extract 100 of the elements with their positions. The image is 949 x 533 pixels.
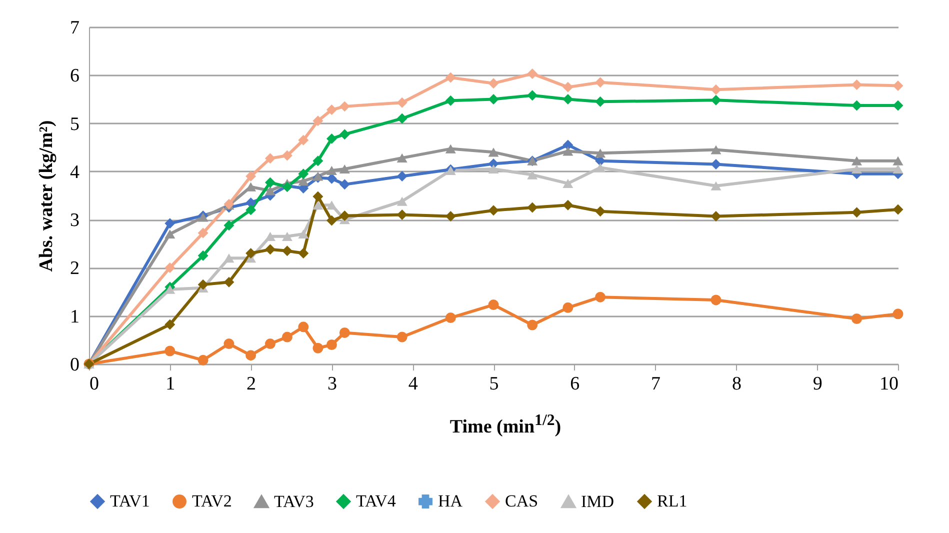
- point: [710, 94, 722, 106]
- point: [246, 171, 256, 182]
- x-tick-label: 8: [732, 374, 742, 394]
- point: [312, 191, 324, 202]
- point: [282, 150, 292, 161]
- legend-label: CAS: [505, 492, 538, 511]
- x-tick-label: 10: [880, 374, 898, 394]
- point: [488, 94, 499, 104]
- point: [595, 292, 606, 302]
- point: [445, 144, 456, 154]
- point: [527, 68, 538, 79]
- point: [851, 164, 862, 174]
- x-tick-label: 9: [812, 374, 822, 394]
- y-tick-label: 3: [70, 210, 80, 232]
- x-tick-label: 6: [570, 374, 580, 394]
- point: [326, 215, 337, 226]
- point: [198, 354, 208, 366]
- point: [527, 320, 538, 330]
- point: [562, 94, 574, 104]
- point: [527, 170, 538, 180]
- point: [298, 134, 309, 146]
- y-tick-label: 4: [70, 162, 80, 183]
- point: [396, 196, 408, 206]
- point: [339, 101, 350, 112]
- point: [246, 248, 256, 259]
- point: [298, 322, 309, 332]
- point: [298, 168, 309, 180]
- point: [264, 232, 276, 241]
- point: [198, 279, 208, 290]
- point: [710, 145, 722, 154]
- point: [488, 148, 499, 157]
- point: [445, 72, 456, 83]
- point: [595, 148, 606, 158]
- point: [264, 186, 276, 196]
- point: [312, 200, 324, 210]
- point: [562, 82, 574, 92]
- x-axis-title: Time (min$^{1/2}$): [448, 412, 562, 438]
- point: [264, 177, 276, 188]
- point: [326, 200, 337, 210]
- point: [527, 90, 538, 101]
- point: [224, 338, 234, 350]
- x-tick-label: 5: [489, 374, 499, 394]
- point: [396, 332, 408, 342]
- point: [224, 276, 234, 288]
- point: [892, 100, 904, 111]
- point: [164, 262, 176, 273]
- point: [595, 163, 606, 172]
- point: [198, 250, 208, 261]
- point: [312, 156, 324, 166]
- legend-label: TAV1: [110, 492, 150, 511]
- legend-label: TAV2: [192, 492, 232, 511]
- point: [892, 308, 904, 320]
- point: [246, 350, 256, 361]
- point: [562, 146, 574, 156]
- point: [562, 178, 574, 188]
- point: [527, 202, 538, 213]
- legend-label: IMD: [581, 492, 614, 511]
- legend-label: HA: [438, 492, 464, 511]
- point: [445, 95, 456, 106]
- point: [298, 229, 309, 239]
- y-tick-label: 0: [70, 354, 80, 376]
- point: [851, 314, 862, 324]
- point: [595, 96, 606, 107]
- point: [198, 228, 208, 238]
- point: [488, 78, 499, 89]
- point: [396, 171, 408, 182]
- point: [851, 100, 862, 111]
- x-tick-label: 4: [408, 374, 418, 394]
- x-tick-label: 3: [327, 374, 337, 394]
- y-axis-title: Abs. water (kg/m²): [36, 120, 57, 272]
- point: [326, 166, 337, 176]
- point: [198, 212, 208, 222]
- x-tick-label: 0: [90, 374, 99, 394]
- point: [488, 205, 499, 216]
- point: [164, 346, 176, 356]
- point: [892, 156, 904, 166]
- x-tick-label: 1: [166, 374, 176, 394]
- point: [892, 80, 904, 91]
- y-tick-label: 7: [70, 18, 80, 38]
- point: [445, 312, 456, 324]
- point: [562, 302, 574, 313]
- y-tick-label: 5: [70, 114, 80, 135]
- point: [488, 300, 499, 310]
- point: [312, 116, 324, 126]
- point: [164, 284, 176, 294]
- point: [264, 153, 276, 164]
- x-tick-label: 2: [246, 374, 256, 394]
- y-tick-label: 6: [70, 66, 80, 87]
- point: [339, 129, 350, 140]
- point: [851, 80, 862, 90]
- point: [339, 164, 350, 174]
- point: [710, 181, 722, 190]
- point: [710, 158, 722, 170]
- point: [282, 232, 292, 241]
- point: [164, 319, 176, 330]
- point: [488, 164, 499, 174]
- point: [892, 204, 904, 215]
- point: [282, 246, 292, 256]
- point: [298, 248, 309, 259]
- x-tick-label: 7: [651, 374, 661, 394]
